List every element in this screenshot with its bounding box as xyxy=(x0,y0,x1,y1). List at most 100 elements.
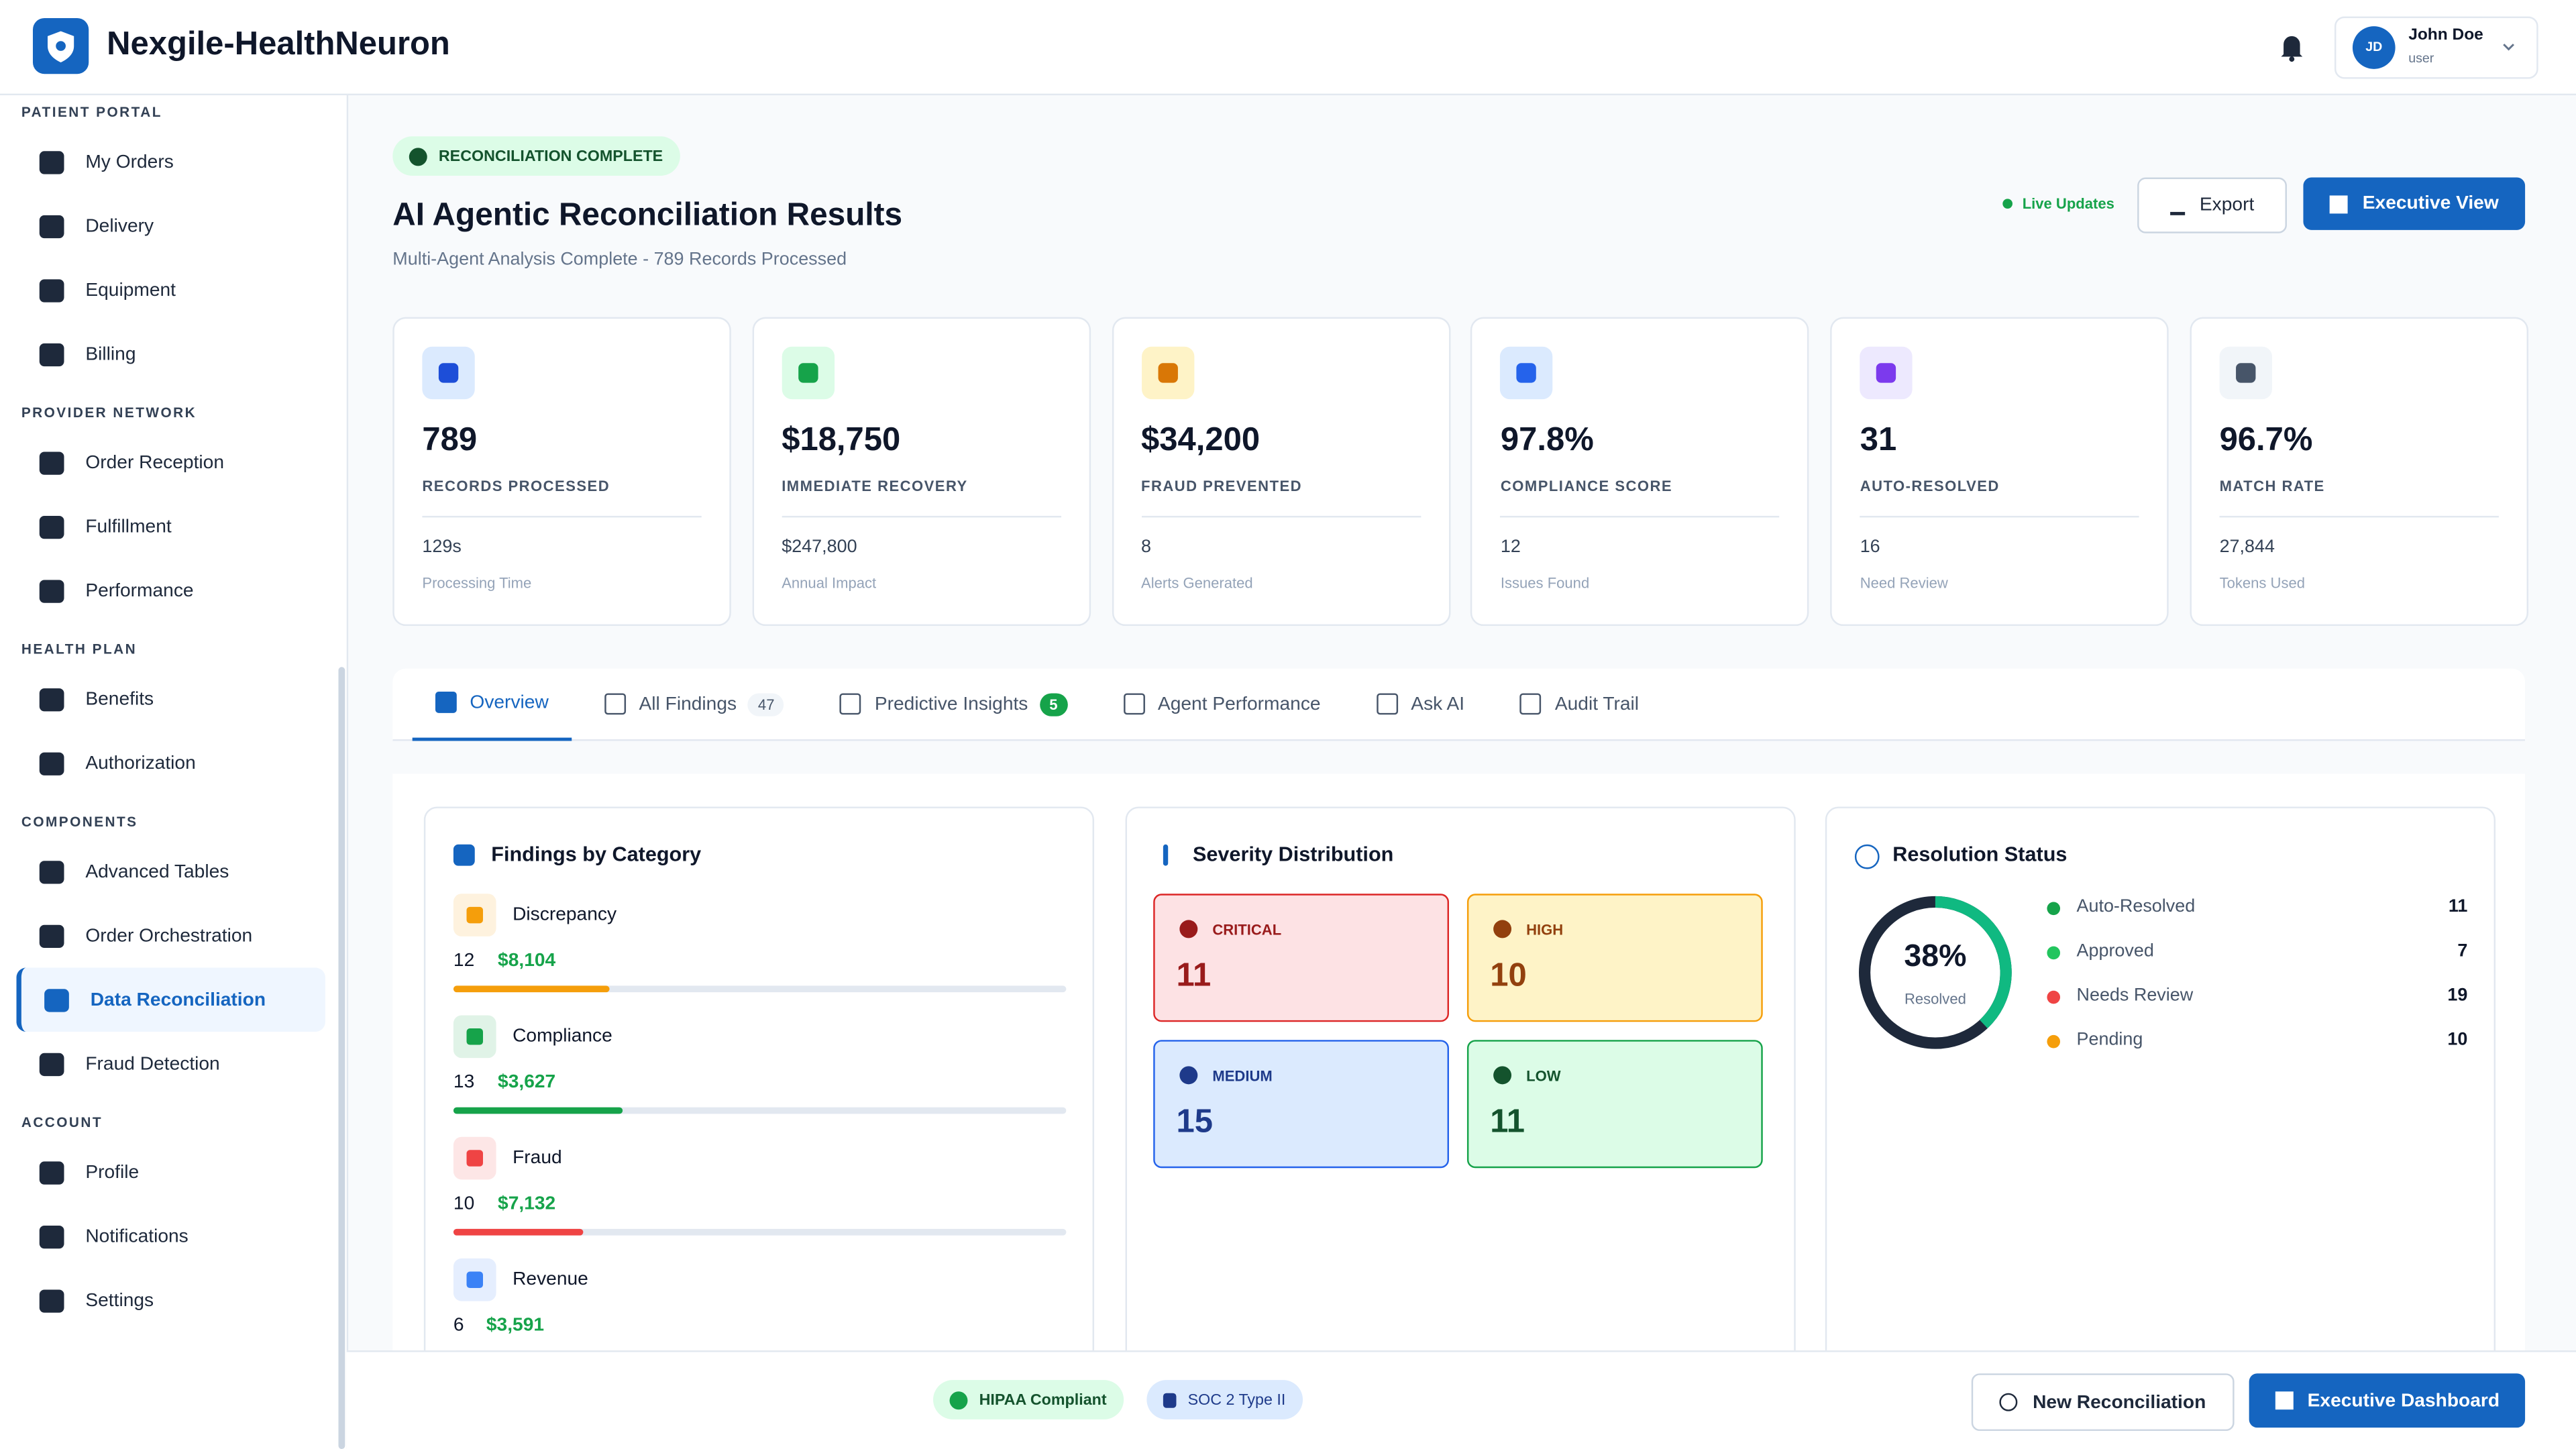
card-icon xyxy=(453,844,475,866)
nav-item[interactable]: Notifications xyxy=(16,1204,325,1269)
stat-value: 96.7% xyxy=(2219,422,2313,459)
nav-label: Advanced Tables xyxy=(85,861,229,881)
nav-item[interactable]: Advanced Tables xyxy=(16,839,325,904)
nav-icon xyxy=(39,515,64,539)
nav-icon xyxy=(39,924,64,947)
category-icon xyxy=(453,894,496,936)
nav-item[interactable]: Billing xyxy=(16,322,325,386)
executive-view-button[interactable]: Executive View xyxy=(2303,177,2526,230)
user-name: John Doe xyxy=(2408,26,2483,45)
severity-count: 10 xyxy=(1490,957,1527,994)
card-title: Severity Distribution xyxy=(1192,843,1394,866)
severity-icon xyxy=(1179,920,1198,938)
card-icon xyxy=(1854,844,1880,869)
nav-label: Fraud Detection xyxy=(85,1054,220,1074)
tab[interactable]: Predictive Insights 5 xyxy=(817,668,1090,741)
status-label: Needs Review xyxy=(2076,985,2194,1006)
nav-icon xyxy=(39,860,64,883)
tab[interactable]: Audit Trail xyxy=(1497,668,1662,741)
logo[interactable] xyxy=(32,17,89,74)
button-text: Executive Dashboard xyxy=(2307,1391,2500,1411)
nav-item[interactable]: My Orders xyxy=(16,129,325,194)
resolution-card: Resolution Status 38% Resolved Auto-Resolve… xyxy=(1825,806,2496,1449)
nav-item[interactable]: Data Reconciliation xyxy=(16,967,325,1032)
section-title: PATIENT PORTAL xyxy=(21,103,162,120)
severity-count: 11 xyxy=(1490,1104,1525,1140)
stat-icon xyxy=(1500,346,1554,400)
overview-panel: Findings by Category Discrepancy 12 $8,104 C… xyxy=(392,773,2526,1449)
nav-item[interactable]: Performance xyxy=(16,559,325,623)
nav-label: Order Orchestration xyxy=(85,926,253,946)
tab-icon xyxy=(840,693,862,715)
export-button[interactable]: Export xyxy=(2137,177,2287,233)
nav-item[interactable]: Order Reception xyxy=(16,431,325,495)
nav-item[interactable]: Delivery xyxy=(16,194,325,258)
severity-card: Severity Distribution CRITICAL 11 HIGH 10 MED… xyxy=(1125,806,1796,1449)
category-amount: $3,627 xyxy=(498,1073,556,1093)
nav-item[interactable]: Fraud Detection xyxy=(16,1032,325,1096)
nav-label: Delivery xyxy=(85,216,154,236)
tab-icon xyxy=(1520,693,1542,715)
status-count: 19 xyxy=(2447,985,2468,1006)
nav-icon xyxy=(39,579,64,602)
severity-icon xyxy=(1179,1066,1198,1085)
divider xyxy=(422,515,702,518)
new-reconciliation-button[interactable]: New Reconciliation xyxy=(1971,1373,2235,1432)
tab[interactable]: Ask AI xyxy=(1354,668,1488,741)
stat-sub-label: Need Review xyxy=(1860,575,1948,592)
nav-item[interactable]: Fulfillment xyxy=(16,494,325,559)
nav-item[interactable]: Equipment xyxy=(16,258,325,322)
nav-item[interactable]: Authorization xyxy=(16,731,325,796)
category-glyph xyxy=(466,1150,484,1167)
tab-icon xyxy=(1376,693,1398,715)
nav-icon xyxy=(39,150,64,174)
tab[interactable]: All Findings 47 xyxy=(582,668,808,741)
footer: HIPAA Compliant SOC 2 Type II New Reconc… xyxy=(346,1350,2576,1449)
tab[interactable]: Agent Performance xyxy=(1100,668,1344,741)
category-glyph xyxy=(466,1028,484,1045)
stat-sub-label: Annual Impact xyxy=(782,575,877,592)
section-title: ACCOUNT xyxy=(21,1114,103,1130)
refresh-icon xyxy=(2000,1393,2019,1411)
hipaa-badge: HIPAA Compliant xyxy=(933,1380,1124,1419)
tab-icon xyxy=(604,693,626,715)
scrollbar xyxy=(338,667,345,1449)
severity-label: LOW xyxy=(1526,1067,1561,1085)
stat-sub-label: Alerts Generated xyxy=(1141,575,1253,592)
executive-dashboard-button[interactable]: Executive Dashboard xyxy=(2249,1373,2526,1428)
status-dot xyxy=(2047,990,2061,1004)
nav-label: Notifications xyxy=(85,1226,189,1246)
nav-icon xyxy=(39,1161,64,1184)
nav-label: My Orders xyxy=(85,152,174,172)
stat-label: AUTO-RESOLVED xyxy=(1860,478,2000,495)
stat-card: 31 AUTO-RESOLVED 16 Need Review xyxy=(1830,317,2169,627)
severity-label: MEDIUM xyxy=(1212,1067,1273,1085)
page-title: AI Agentic Reconciliation Results xyxy=(392,197,903,233)
nav-item[interactable]: Benefits xyxy=(16,667,325,731)
category-count: 10 xyxy=(453,1194,475,1214)
tab-label: Predictive Insights xyxy=(874,694,1028,714)
severity-icon xyxy=(1493,1066,1512,1085)
tab-count: 47 xyxy=(748,692,785,716)
badge-icon xyxy=(1163,1392,1177,1407)
nav-item[interactable]: Profile xyxy=(16,1140,325,1205)
stat-icon xyxy=(2219,346,2272,400)
logo-icon xyxy=(48,31,74,63)
bell-icon[interactable] xyxy=(2272,26,2312,66)
stat-sub-value: 27,844 xyxy=(2219,537,2275,557)
nav-icon xyxy=(39,342,64,366)
stat-label: MATCH RATE xyxy=(2219,478,2325,495)
divider xyxy=(1500,515,1780,518)
bar xyxy=(453,1228,584,1236)
donut-caption: Resolved xyxy=(1904,990,1966,1008)
button-text: Executive View xyxy=(2362,193,2499,214)
stat-icon xyxy=(782,346,835,400)
stat-sub-value: 16 xyxy=(1860,537,1880,557)
severity-label: HIGH xyxy=(1526,921,1564,938)
nav-item[interactable]: Order Orchestration xyxy=(16,904,325,968)
user-menu[interactable]: JD John Doe user xyxy=(2334,16,2538,79)
stat-label: RECORDS PROCESSED xyxy=(422,478,610,495)
tab[interactable]: Overview xyxy=(412,668,572,741)
nav-label: Profile xyxy=(85,1162,140,1183)
nav-item[interactable]: Settings xyxy=(16,1269,325,1333)
